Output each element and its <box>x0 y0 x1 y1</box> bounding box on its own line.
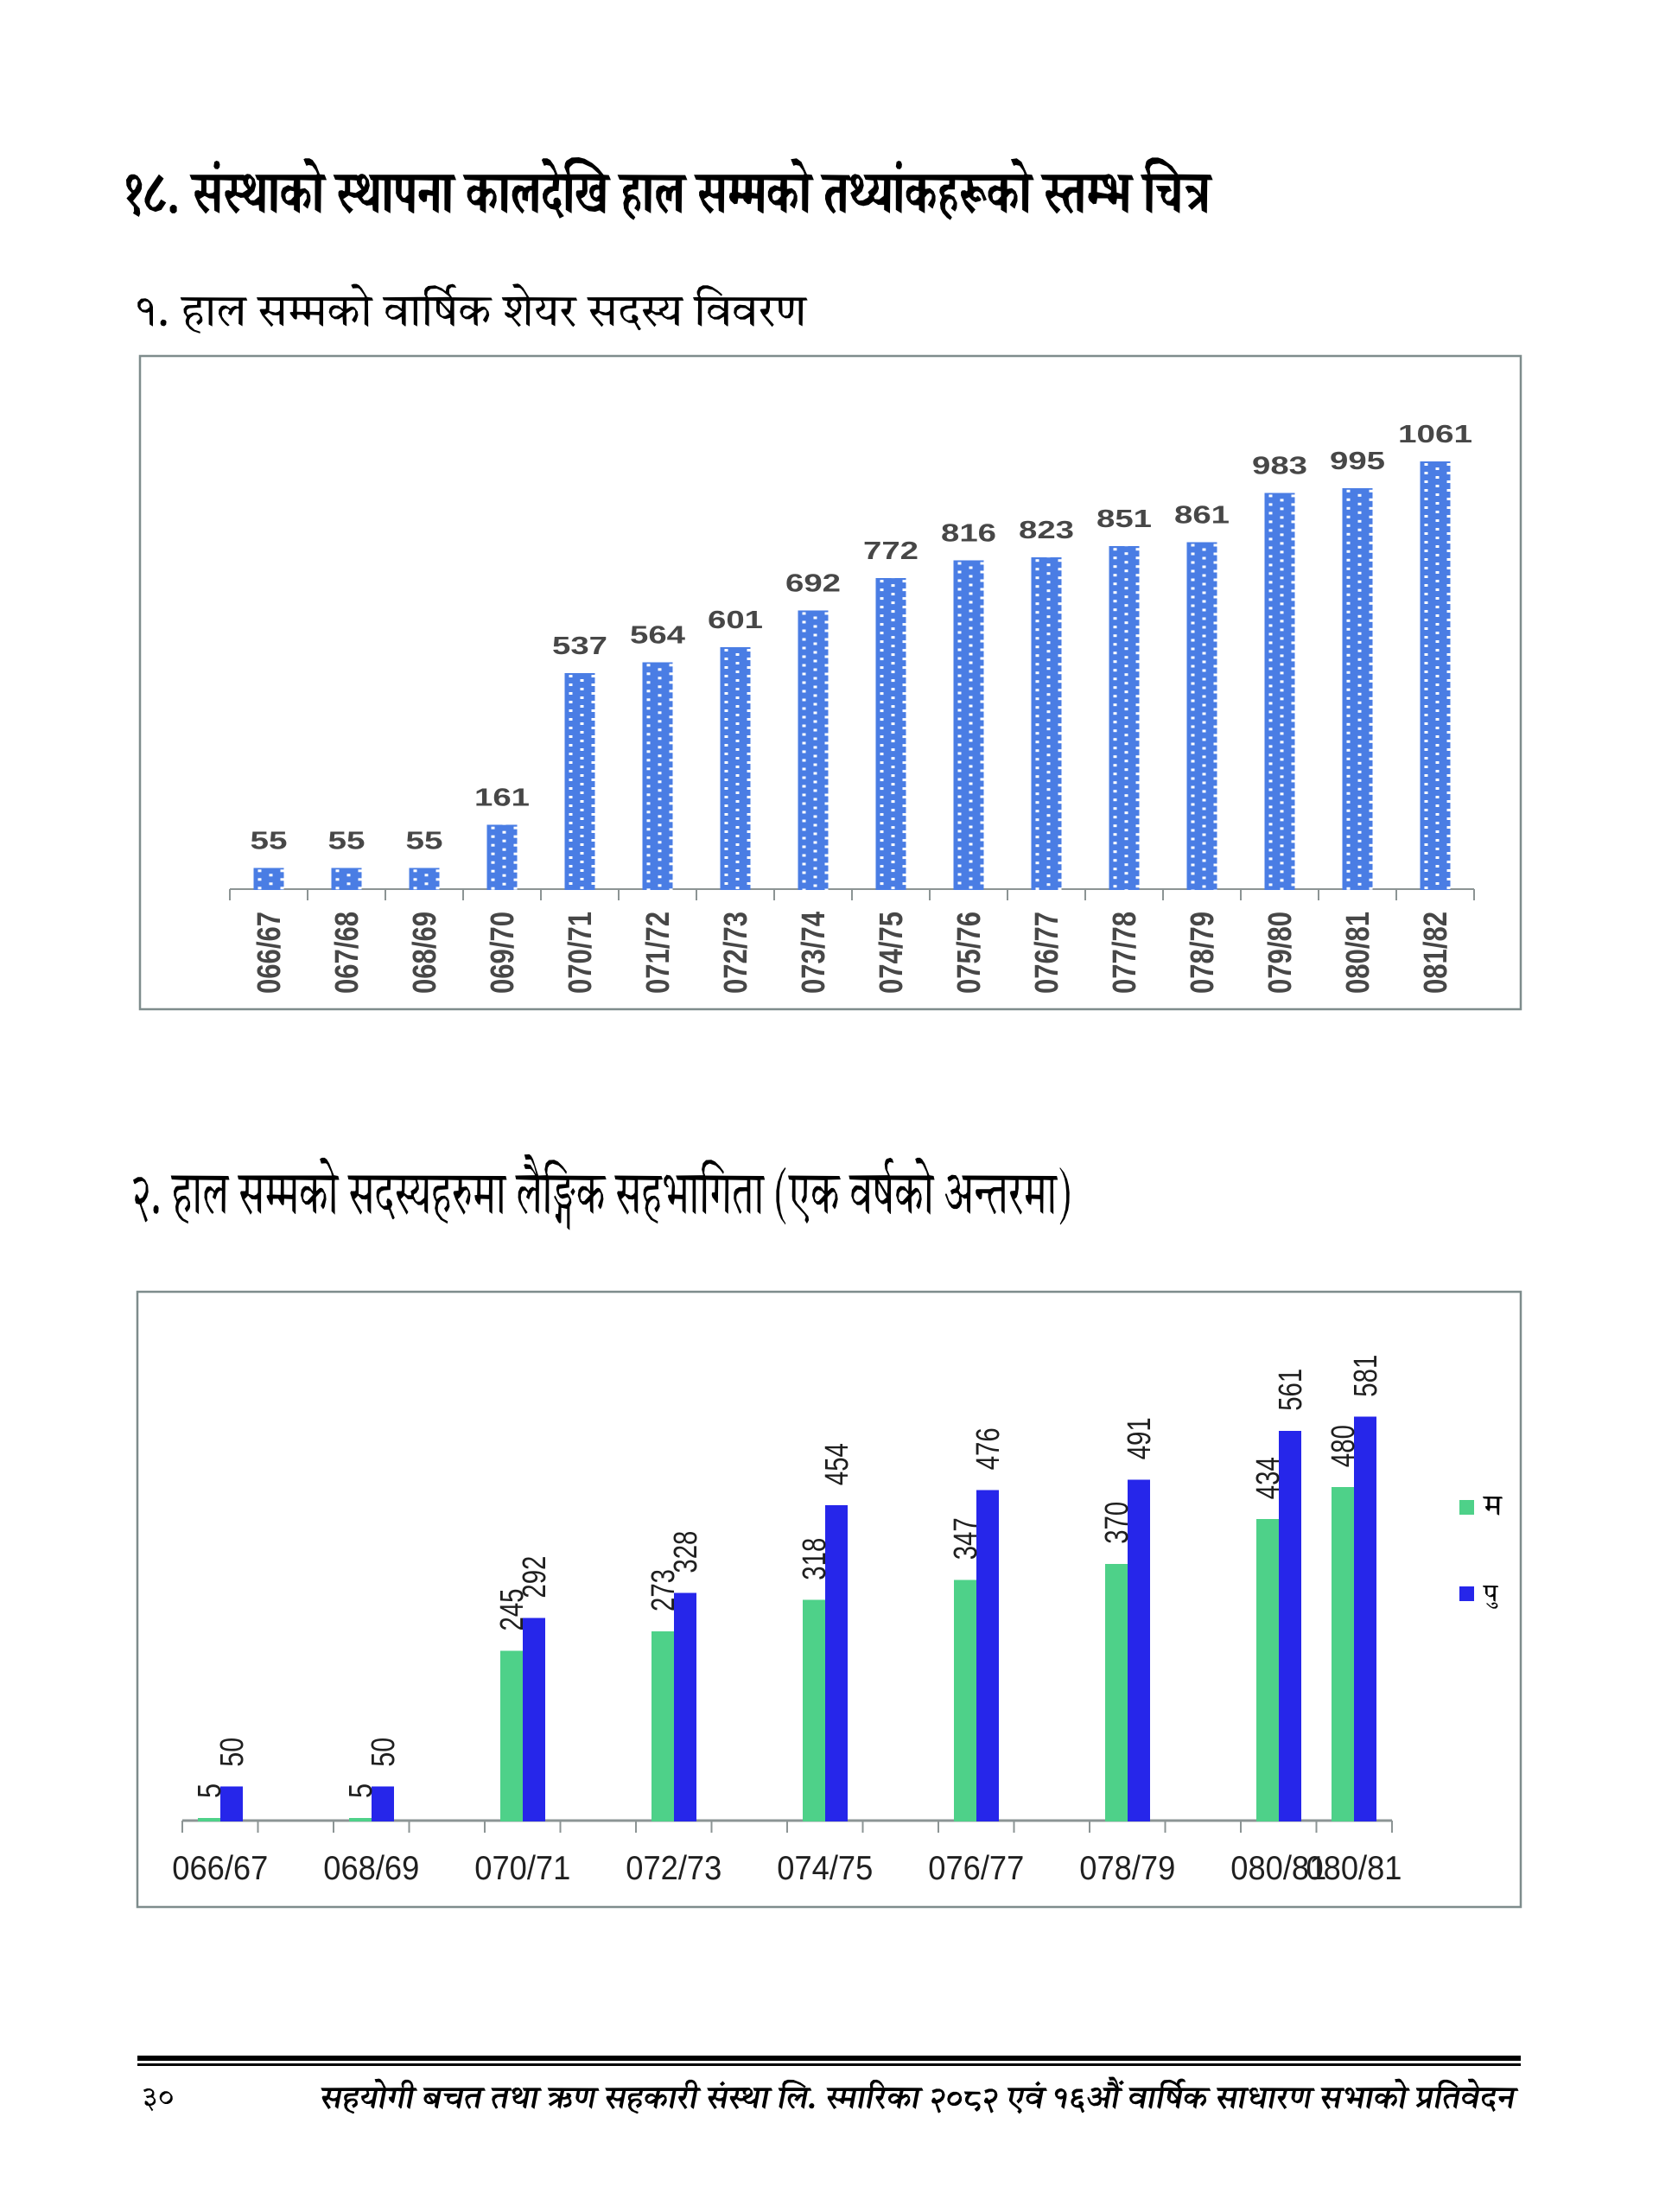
svg-text:071/72: 071/72 <box>640 912 677 994</box>
svg-text:983: 983 <box>1252 452 1307 480</box>
svg-text:076/77: 076/77 <box>928 1850 1024 1887</box>
svg-text:370: 370 <box>1099 1502 1135 1544</box>
svg-text:074/75: 074/75 <box>777 1850 873 1887</box>
svg-text:068/69: 068/69 <box>407 912 443 994</box>
svg-text:5: 5 <box>343 1783 379 1798</box>
svg-text:077/78: 077/78 <box>1107 912 1143 994</box>
svg-text:070/71: 070/71 <box>563 912 599 994</box>
svg-text:073/74: 073/74 <box>796 912 832 994</box>
svg-text:1061: 1061 <box>1398 421 1472 448</box>
svg-text:347: 347 <box>948 1517 984 1560</box>
svg-text:995: 995 <box>1330 448 1385 475</box>
svg-text:292: 292 <box>517 1556 553 1599</box>
svg-text:476: 476 <box>970 1427 1007 1470</box>
svg-text:561: 561 <box>1273 1369 1309 1411</box>
svg-text:245: 245 <box>494 1589 531 1631</box>
svg-text:434: 434 <box>1250 1457 1287 1499</box>
svg-text:080/81: 080/81 <box>1340 912 1376 994</box>
svg-text:069/70: 069/70 <box>485 912 521 994</box>
svg-text:581: 581 <box>1348 1355 1384 1397</box>
svg-text:50: 50 <box>365 1738 402 1767</box>
svg-text:072/73: 072/73 <box>718 912 754 994</box>
svg-text:068/69: 068/69 <box>323 1850 419 1887</box>
svg-text:772: 772 <box>863 537 918 565</box>
svg-text:692: 692 <box>785 570 841 598</box>
svg-text:078/79: 078/79 <box>1079 1850 1175 1887</box>
svg-text:55: 55 <box>328 827 365 855</box>
svg-text:072/73: 072/73 <box>626 1850 721 1887</box>
svg-text:480: 480 <box>1325 1425 1362 1467</box>
svg-text:070/71: 070/71 <box>474 1850 570 1887</box>
svg-text:081/82: 081/82 <box>1418 912 1454 994</box>
svg-text:55: 55 <box>251 827 288 855</box>
svg-text:491: 491 <box>1122 1417 1158 1459</box>
svg-text:601: 601 <box>708 607 763 634</box>
svg-text:080/81: 080/81 <box>1230 1850 1326 1887</box>
svg-text:537: 537 <box>552 632 607 660</box>
svg-text:55: 55 <box>406 827 443 855</box>
svg-text:075/76: 075/76 <box>951 912 988 994</box>
svg-text:066/67: 066/67 <box>251 912 288 994</box>
svg-text:454: 454 <box>819 1443 855 1485</box>
svg-text:318: 318 <box>797 1538 833 1580</box>
svg-text:076/77: 076/77 <box>1029 912 1065 994</box>
svg-text:816: 816 <box>941 520 996 548</box>
svg-text:823: 823 <box>1019 517 1074 544</box>
svg-text:50: 50 <box>214 1738 251 1767</box>
svg-text:5: 5 <box>192 1783 228 1798</box>
svg-text:328: 328 <box>668 1531 704 1573</box>
svg-text:079/80: 079/80 <box>1262 912 1299 994</box>
svg-text:067/68: 067/68 <box>329 912 365 994</box>
svg-text:161: 161 <box>474 785 530 812</box>
svg-text:851: 851 <box>1096 505 1152 533</box>
svg-text:861: 861 <box>1174 502 1230 530</box>
svg-text:074/75: 074/75 <box>874 912 910 994</box>
svg-text:066/67: 066/67 <box>172 1850 268 1887</box>
svg-text:080/81: 080/81 <box>1306 1850 1402 1887</box>
svg-text:078/79: 078/79 <box>1185 912 1221 994</box>
svg-text:564: 564 <box>630 621 685 649</box>
svg-text:273: 273 <box>645 1569 682 1611</box>
